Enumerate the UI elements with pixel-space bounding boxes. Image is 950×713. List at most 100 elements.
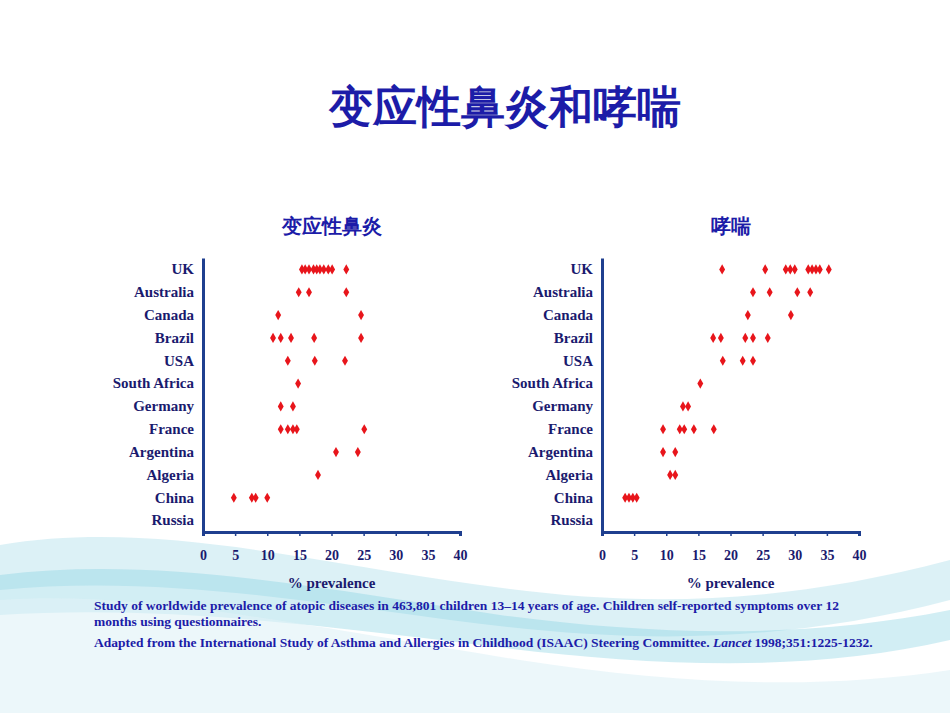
x-tick-label: 5 <box>232 548 239 563</box>
point <box>294 424 300 434</box>
point <box>765 333 771 343</box>
point <box>720 356 726 366</box>
y-tick-label: Australia <box>533 284 594 300</box>
y-tick-label: China <box>155 490 195 506</box>
y-tick-label: Brazil <box>554 330 593 346</box>
points <box>231 264 367 503</box>
point <box>342 356 348 366</box>
point <box>680 401 686 411</box>
y-tick: Canada <box>543 307 602 323</box>
y-tick: UK <box>172 261 204 277</box>
x-tick-label: 40 <box>454 548 468 563</box>
y-tick: UK <box>571 261 603 277</box>
point <box>315 470 321 480</box>
x-tick-line <box>299 532 301 536</box>
y-tick: Germany <box>133 398 203 414</box>
point <box>794 287 800 297</box>
point <box>270 333 276 343</box>
x-tick: 25 <box>357 532 371 563</box>
x-tick: 40 <box>853 532 867 563</box>
x-tick: 35 <box>421 532 435 563</box>
x-tick-line <box>795 532 797 536</box>
x-tick-line <box>666 532 668 536</box>
x-tick: 10 <box>660 532 674 563</box>
x-tick-line <box>267 532 269 536</box>
x-tick-label: 30 <box>788 548 802 563</box>
x-tick-label: 35 <box>421 548 435 563</box>
y-tick-label: France <box>548 421 593 437</box>
x-tick: 0 <box>599 532 606 563</box>
point <box>634 493 640 503</box>
y-tick: Australia <box>533 284 602 300</box>
page-title: 变应性鼻炎和哮喘 <box>328 81 681 132</box>
panel-title: 哮喘 <box>711 214 751 238</box>
x-tick-label: 0 <box>200 548 207 563</box>
y-tick-label: Russia <box>151 512 194 528</box>
point <box>278 401 284 411</box>
y-tick-label: South Africa <box>512 375 594 391</box>
y-tick: France <box>548 421 602 437</box>
y-tick: South Africa <box>512 375 602 391</box>
point <box>355 447 361 457</box>
x-tick-line <box>634 532 636 536</box>
y-tick: USA <box>563 353 602 369</box>
x-tick: 5 <box>232 532 239 563</box>
x-tick-label: 15 <box>293 548 307 563</box>
x-tick-label: 20 <box>724 548 738 563</box>
x-tick-line <box>396 532 398 536</box>
y-tick-label: Argentina <box>528 444 593 460</box>
chart-panel: 变应性鼻炎UKAustraliaCanadaBrazilUSASouth Afr… <box>113 214 468 591</box>
x-axis: 0510152025303540 <box>200 532 468 563</box>
point <box>792 264 798 274</box>
x-tick-label: 15 <box>692 548 706 563</box>
decoration-wave <box>0 569 950 663</box>
y-tick: Canada <box>144 307 203 323</box>
x-tick: 5 <box>631 532 638 563</box>
point <box>361 424 367 434</box>
y-tick: Algeria <box>147 467 203 483</box>
y-tick-label: UK <box>571 261 594 277</box>
x-tick-label: 35 <box>820 548 834 563</box>
y-tick: Algeria <box>546 467 602 483</box>
point <box>290 401 296 411</box>
point <box>718 333 724 343</box>
point <box>660 424 666 434</box>
point <box>333 447 339 457</box>
point <box>711 424 717 434</box>
x-tick: 40 <box>454 532 468 563</box>
point <box>253 493 259 503</box>
y-axis-line <box>202 259 205 533</box>
x-axis-title: % prevalence <box>288 575 376 591</box>
point <box>358 310 364 320</box>
point <box>288 333 294 343</box>
x-tick-label: 25 <box>357 548 371 563</box>
x-tick: 25 <box>756 532 770 563</box>
note-citation: 1998;351:1225-1232. <box>755 635 873 650</box>
point <box>750 287 756 297</box>
y-tick-label: China <box>554 490 594 506</box>
x-tick: 30 <box>389 532 403 563</box>
y-tick: South Africa <box>113 375 203 391</box>
y-tick-label: USA <box>563 353 593 369</box>
x-tick-label: 0 <box>599 548 606 563</box>
chart-panel: 哮喘 UK Australia Canada Brazil USA South Africa… <box>512 214 867 591</box>
y-tick-label: Germany <box>133 398 194 414</box>
y-tick-label: Germany <box>532 398 593 414</box>
y-axis-line <box>601 259 604 533</box>
y-tick-label: France <box>149 421 194 437</box>
x-tick: 15 <box>692 532 706 563</box>
point <box>312 356 318 366</box>
x-tick-line <box>203 532 205 536</box>
x-tick-line <box>428 532 430 536</box>
point <box>742 333 748 343</box>
y-tick: Brazil <box>554 330 602 346</box>
note: Adapted from the International Study of … <box>94 635 884 651</box>
y-tick: Russia <box>151 512 203 528</box>
point <box>710 333 716 343</box>
point <box>278 424 284 434</box>
x-tick-line <box>460 532 462 536</box>
point <box>329 264 335 274</box>
y-axis: UKAustraliaCanadaBrazilUSASouth AfricaGe… <box>113 259 204 533</box>
x-tick-line <box>235 532 237 536</box>
point <box>672 470 678 480</box>
